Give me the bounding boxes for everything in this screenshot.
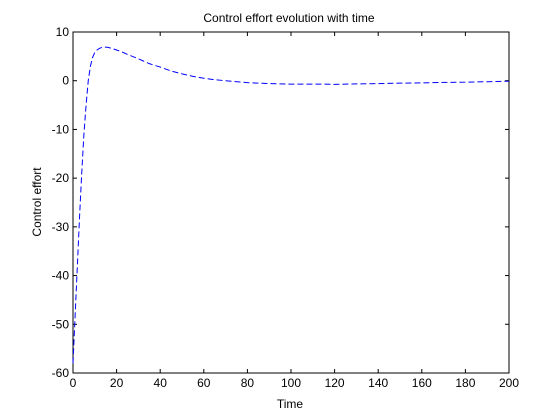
y-tick-label: -50 xyxy=(52,317,70,331)
y-tick-label: -60 xyxy=(52,366,70,380)
x-tick-label: 40 xyxy=(154,376,168,390)
y-tick-label: 0 xyxy=(62,74,69,88)
x-tick-label: 20 xyxy=(110,376,124,390)
x-tick-label: 100 xyxy=(281,376,301,390)
x-tick-label: 200 xyxy=(499,376,519,390)
x-tick-label: 180 xyxy=(455,376,475,390)
series-group xyxy=(72,46,510,364)
x-tick-label: 160 xyxy=(412,376,432,390)
x-axis-title: Time xyxy=(277,397,304,411)
y-axis-title: Control effort xyxy=(30,167,44,237)
y-tick-label: 10 xyxy=(56,25,70,39)
series-line-0 xyxy=(72,46,510,364)
plot-frame xyxy=(72,31,510,374)
x-tick-label: 140 xyxy=(368,376,388,390)
axis-tick-labels: 0 20 40 60 80 100 120 140 160 180 200-60-50-40-30-… xyxy=(52,25,520,390)
x-tick-label: 120 xyxy=(325,376,345,390)
x-tick-label: 60 xyxy=(197,376,211,390)
y-tick-label: -10 xyxy=(52,122,70,136)
y-tick-label: -20 xyxy=(52,171,70,185)
y-tick-label: -30 xyxy=(52,220,70,234)
chart-title: Control effort evolution with time xyxy=(203,11,375,25)
y-tick-label: -40 xyxy=(52,269,70,283)
x-tick-label: 0 xyxy=(70,376,77,390)
x-tick-label: 80 xyxy=(241,376,255,390)
